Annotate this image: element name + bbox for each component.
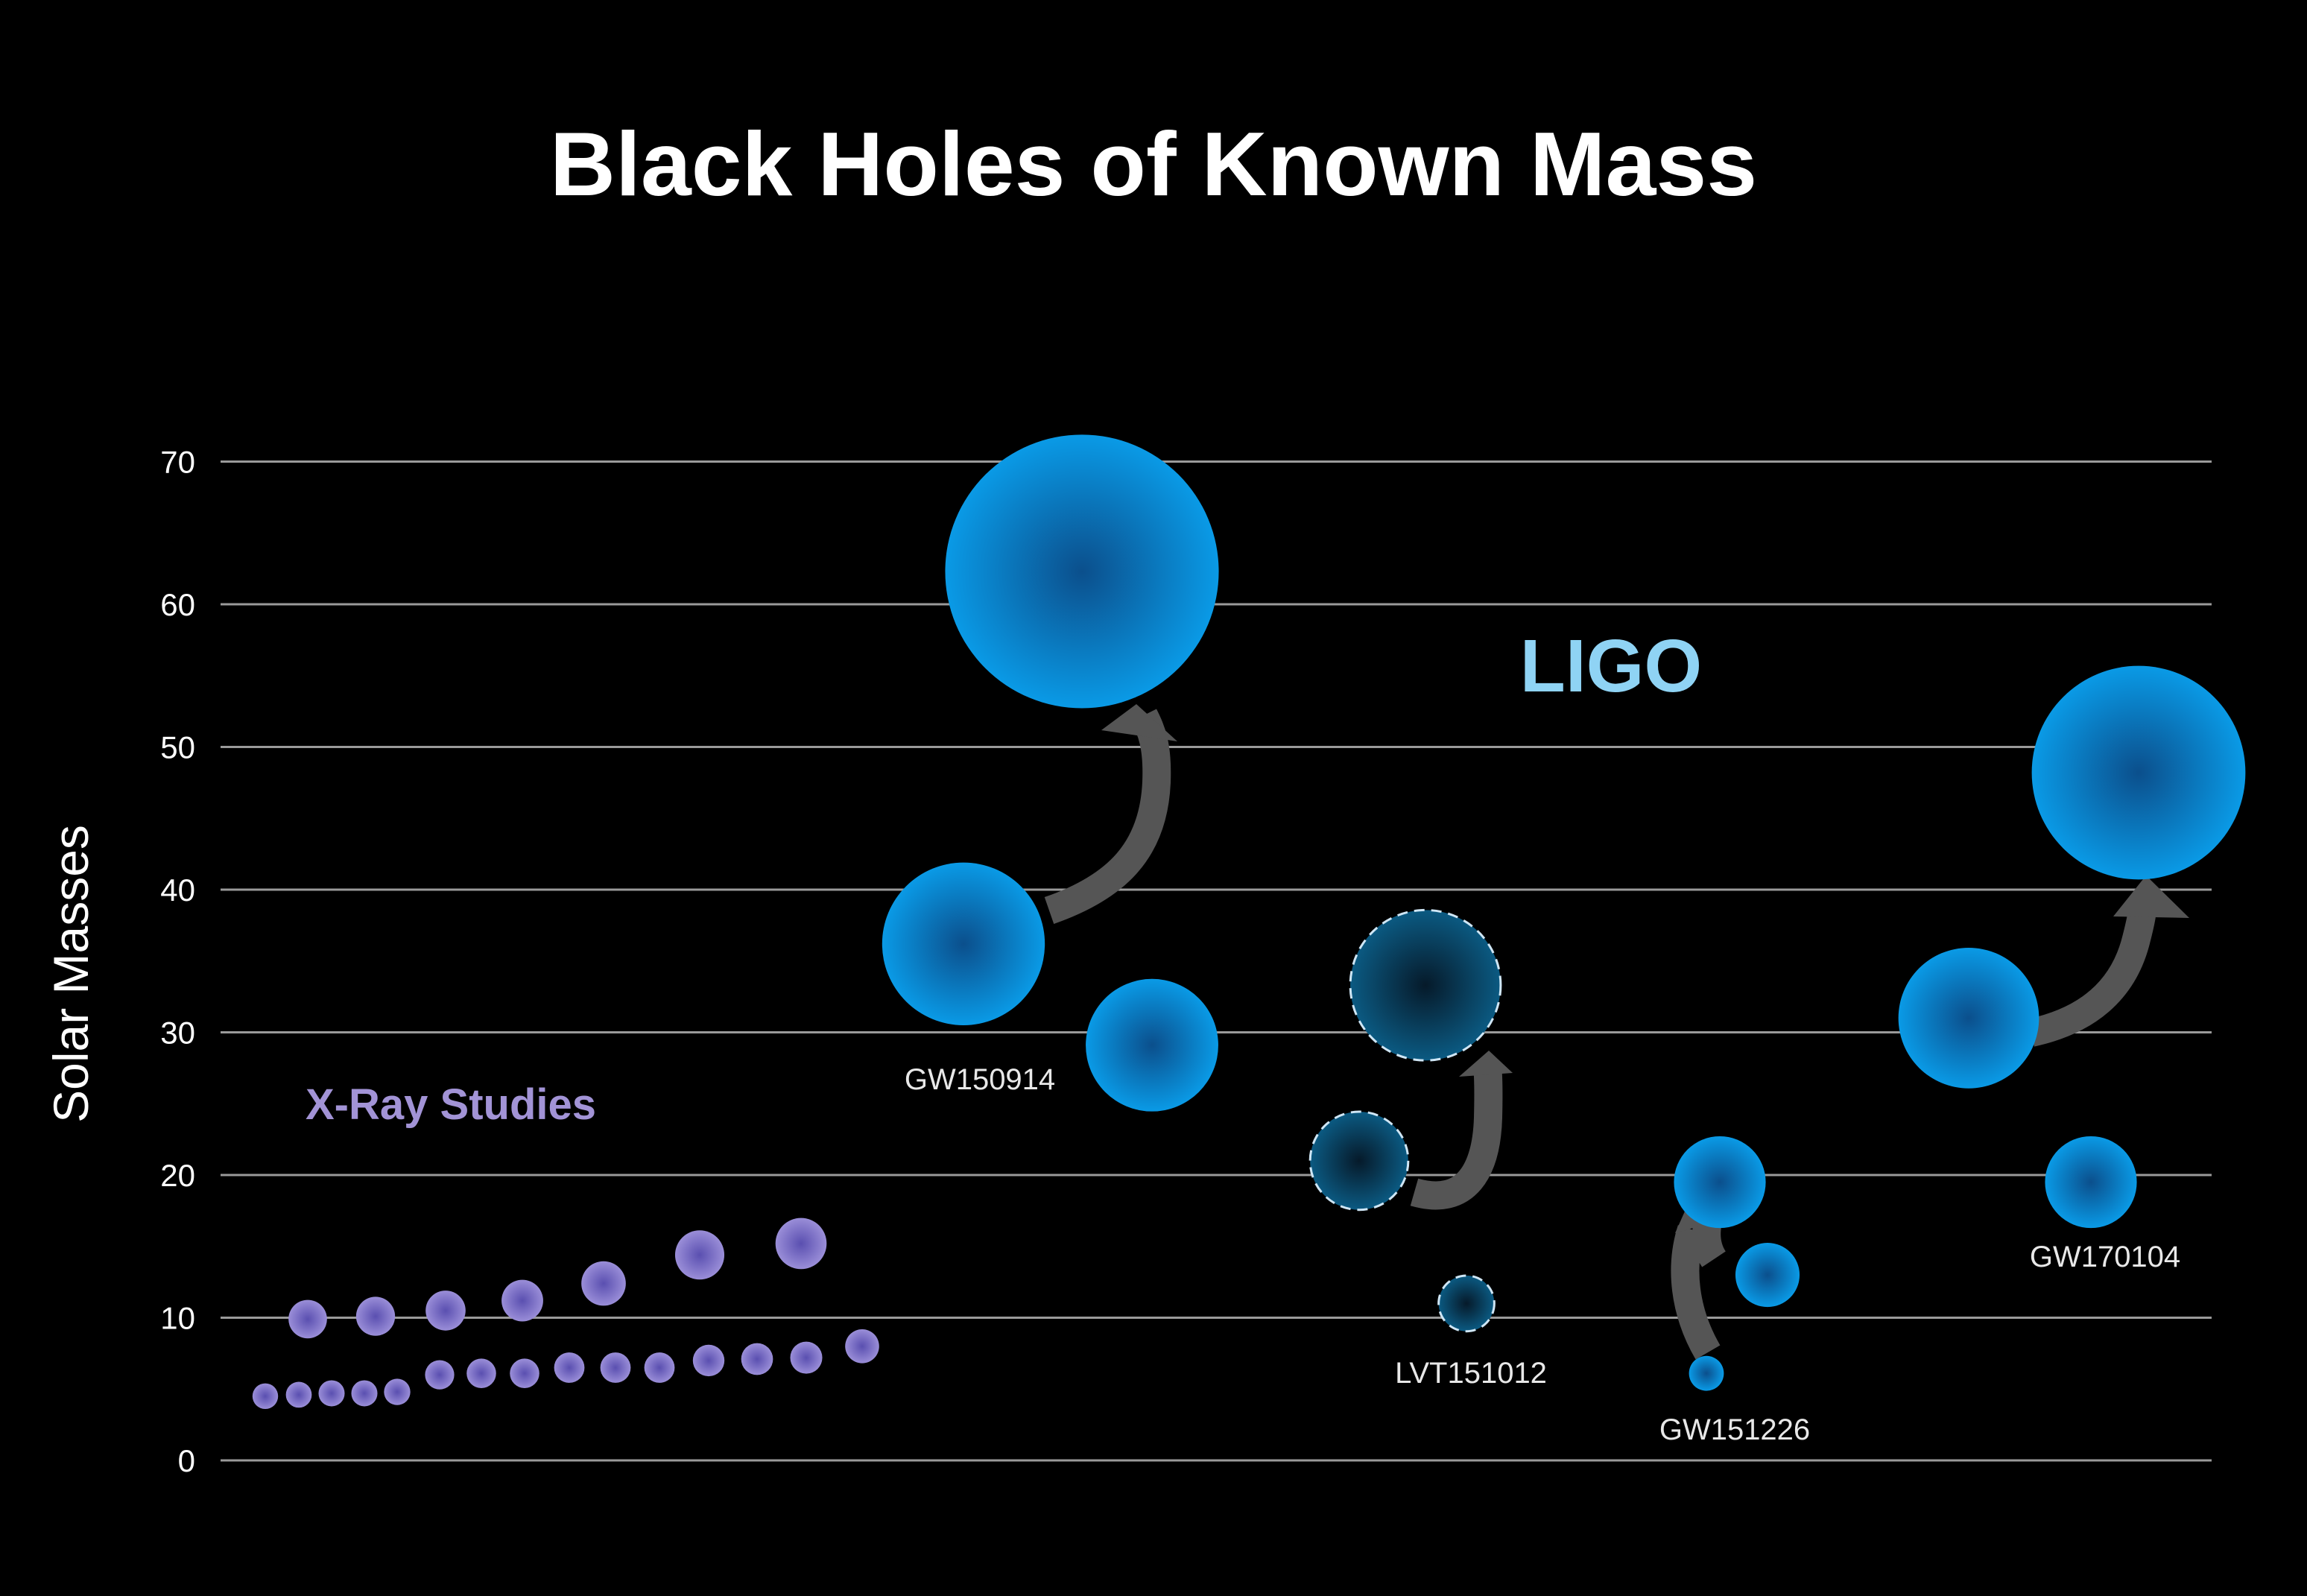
xray-black-hole <box>790 1341 823 1374</box>
xray-black-hole <box>285 1381 312 1408</box>
event-label-lvt151012: LVT151012 <box>1395 1357 1547 1390</box>
ligo-group-label: LIGO <box>1520 624 1702 708</box>
xray-black-hole <box>674 1230 725 1280</box>
y-tick-30: 30 <box>160 1016 195 1051</box>
xray-black-hole <box>510 1358 539 1388</box>
event-label-gw151226: GW151226 <box>1659 1413 1810 1446</box>
event-labels: GW150914 LVT151012 GW151226 GW170104 <box>905 1063 2180 1446</box>
gw151226-final-black-hole <box>1735 1243 1800 1308</box>
arrowhead <box>1101 704 1177 741</box>
event-label-gw150914: GW150914 <box>905 1063 1055 1096</box>
merger-arrows <box>1044 704 2189 1360</box>
xray-black-hole <box>775 1217 827 1270</box>
xray-black-hole <box>355 1296 396 1336</box>
xray-black-hole <box>581 1261 626 1306</box>
gw151226-secondary-black-hole <box>1689 1355 1724 1391</box>
xray-black-hole <box>501 1279 543 1322</box>
lvt151012-final-black-hole <box>1308 1110 1410 1212</box>
gw150914-final-black-hole <box>945 434 1219 709</box>
xray-black-hole <box>554 1352 585 1383</box>
y-tick-50: 50 <box>160 730 195 765</box>
y-tick-40: 40 <box>160 873 195 908</box>
xray-black-hole <box>252 1383 279 1410</box>
xray-black-hole <box>845 1329 879 1364</box>
arrowhead <box>1459 1051 1513 1077</box>
ligo-black-holes <box>882 434 2246 1391</box>
xray-black-hole <box>384 1378 411 1405</box>
xray-black-hole <box>741 1343 773 1375</box>
xray-black-hole <box>692 1344 725 1377</box>
xray-black-hole <box>425 1291 466 1331</box>
xray-black-hole <box>466 1358 496 1388</box>
xray-black-hole <box>288 1299 327 1339</box>
merger-arrow <box>1410 1064 1503 1210</box>
gw151226-primary-black-hole <box>1674 1136 1766 1229</box>
y-tick-60: 60 <box>160 587 195 622</box>
xray-black-hole <box>425 1360 455 1390</box>
grid-lines <box>221 460 2212 1462</box>
arrowhead <box>2113 875 2189 918</box>
chart-title: Black Holes of Known Mass <box>550 113 1757 215</box>
y-tick-labels: 0 10 20 30 40 50 60 70 <box>160 445 195 1479</box>
y-tick-0: 0 <box>178 1443 195 1478</box>
y-tick-10: 10 <box>160 1301 195 1336</box>
lvt151012-primary-black-hole <box>1349 908 1502 1062</box>
merger-arrow <box>2028 900 2157 1047</box>
xray-black-holes <box>252 1217 879 1410</box>
gw150914-primary-black-hole <box>882 862 1045 1025</box>
gw170104-final-black-hole <box>2031 665 2246 880</box>
y-axis-label: Solar Masses <box>43 825 98 1123</box>
y-tick-20: 20 <box>160 1158 195 1193</box>
xray-black-hole <box>644 1352 675 1383</box>
lvt151012-secondary-black-hole <box>1437 1274 1496 1333</box>
y-tick-70: 70 <box>160 445 195 480</box>
xray-black-hole <box>318 1380 345 1407</box>
event-label-gw170104: GW170104 <box>2030 1241 2180 1273</box>
xray-black-hole <box>351 1380 378 1407</box>
merger-arrow <box>1044 709 1171 924</box>
xray-black-hole <box>600 1352 631 1383</box>
gw150914-secondary-black-hole <box>1086 978 1218 1112</box>
xray-group-label: X-Ray Studies <box>306 1080 596 1129</box>
gw170104-secondary-black-hole <box>2045 1136 2137 1229</box>
gw170104-primary-black-hole <box>1898 948 2039 1089</box>
